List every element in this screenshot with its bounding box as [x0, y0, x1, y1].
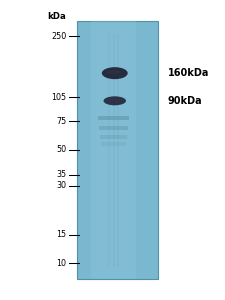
Text: 30: 30 — [56, 181, 66, 190]
Bar — [101, 142, 126, 146]
Bar — [76, 21, 158, 279]
Ellipse shape — [104, 96, 126, 105]
Bar — [99, 126, 128, 130]
Bar — [98, 116, 129, 120]
Text: 35: 35 — [56, 170, 66, 179]
Text: 50: 50 — [56, 145, 66, 154]
Text: 75: 75 — [56, 117, 66, 126]
Bar — [108, 33, 110, 267]
Text: 90kDa: 90kDa — [168, 96, 202, 106]
Text: 105: 105 — [51, 93, 66, 102]
Bar — [91, 21, 136, 279]
Ellipse shape — [106, 70, 121, 74]
Ellipse shape — [108, 98, 119, 101]
Text: 15: 15 — [56, 230, 66, 239]
Bar — [100, 135, 127, 139]
Text: kDa: kDa — [48, 12, 66, 21]
Bar — [112, 33, 115, 267]
Bar — [117, 33, 119, 267]
Ellipse shape — [102, 67, 128, 79]
Text: 160kDa: 160kDa — [168, 68, 209, 78]
Text: 250: 250 — [51, 32, 66, 41]
Text: 10: 10 — [56, 259, 66, 268]
